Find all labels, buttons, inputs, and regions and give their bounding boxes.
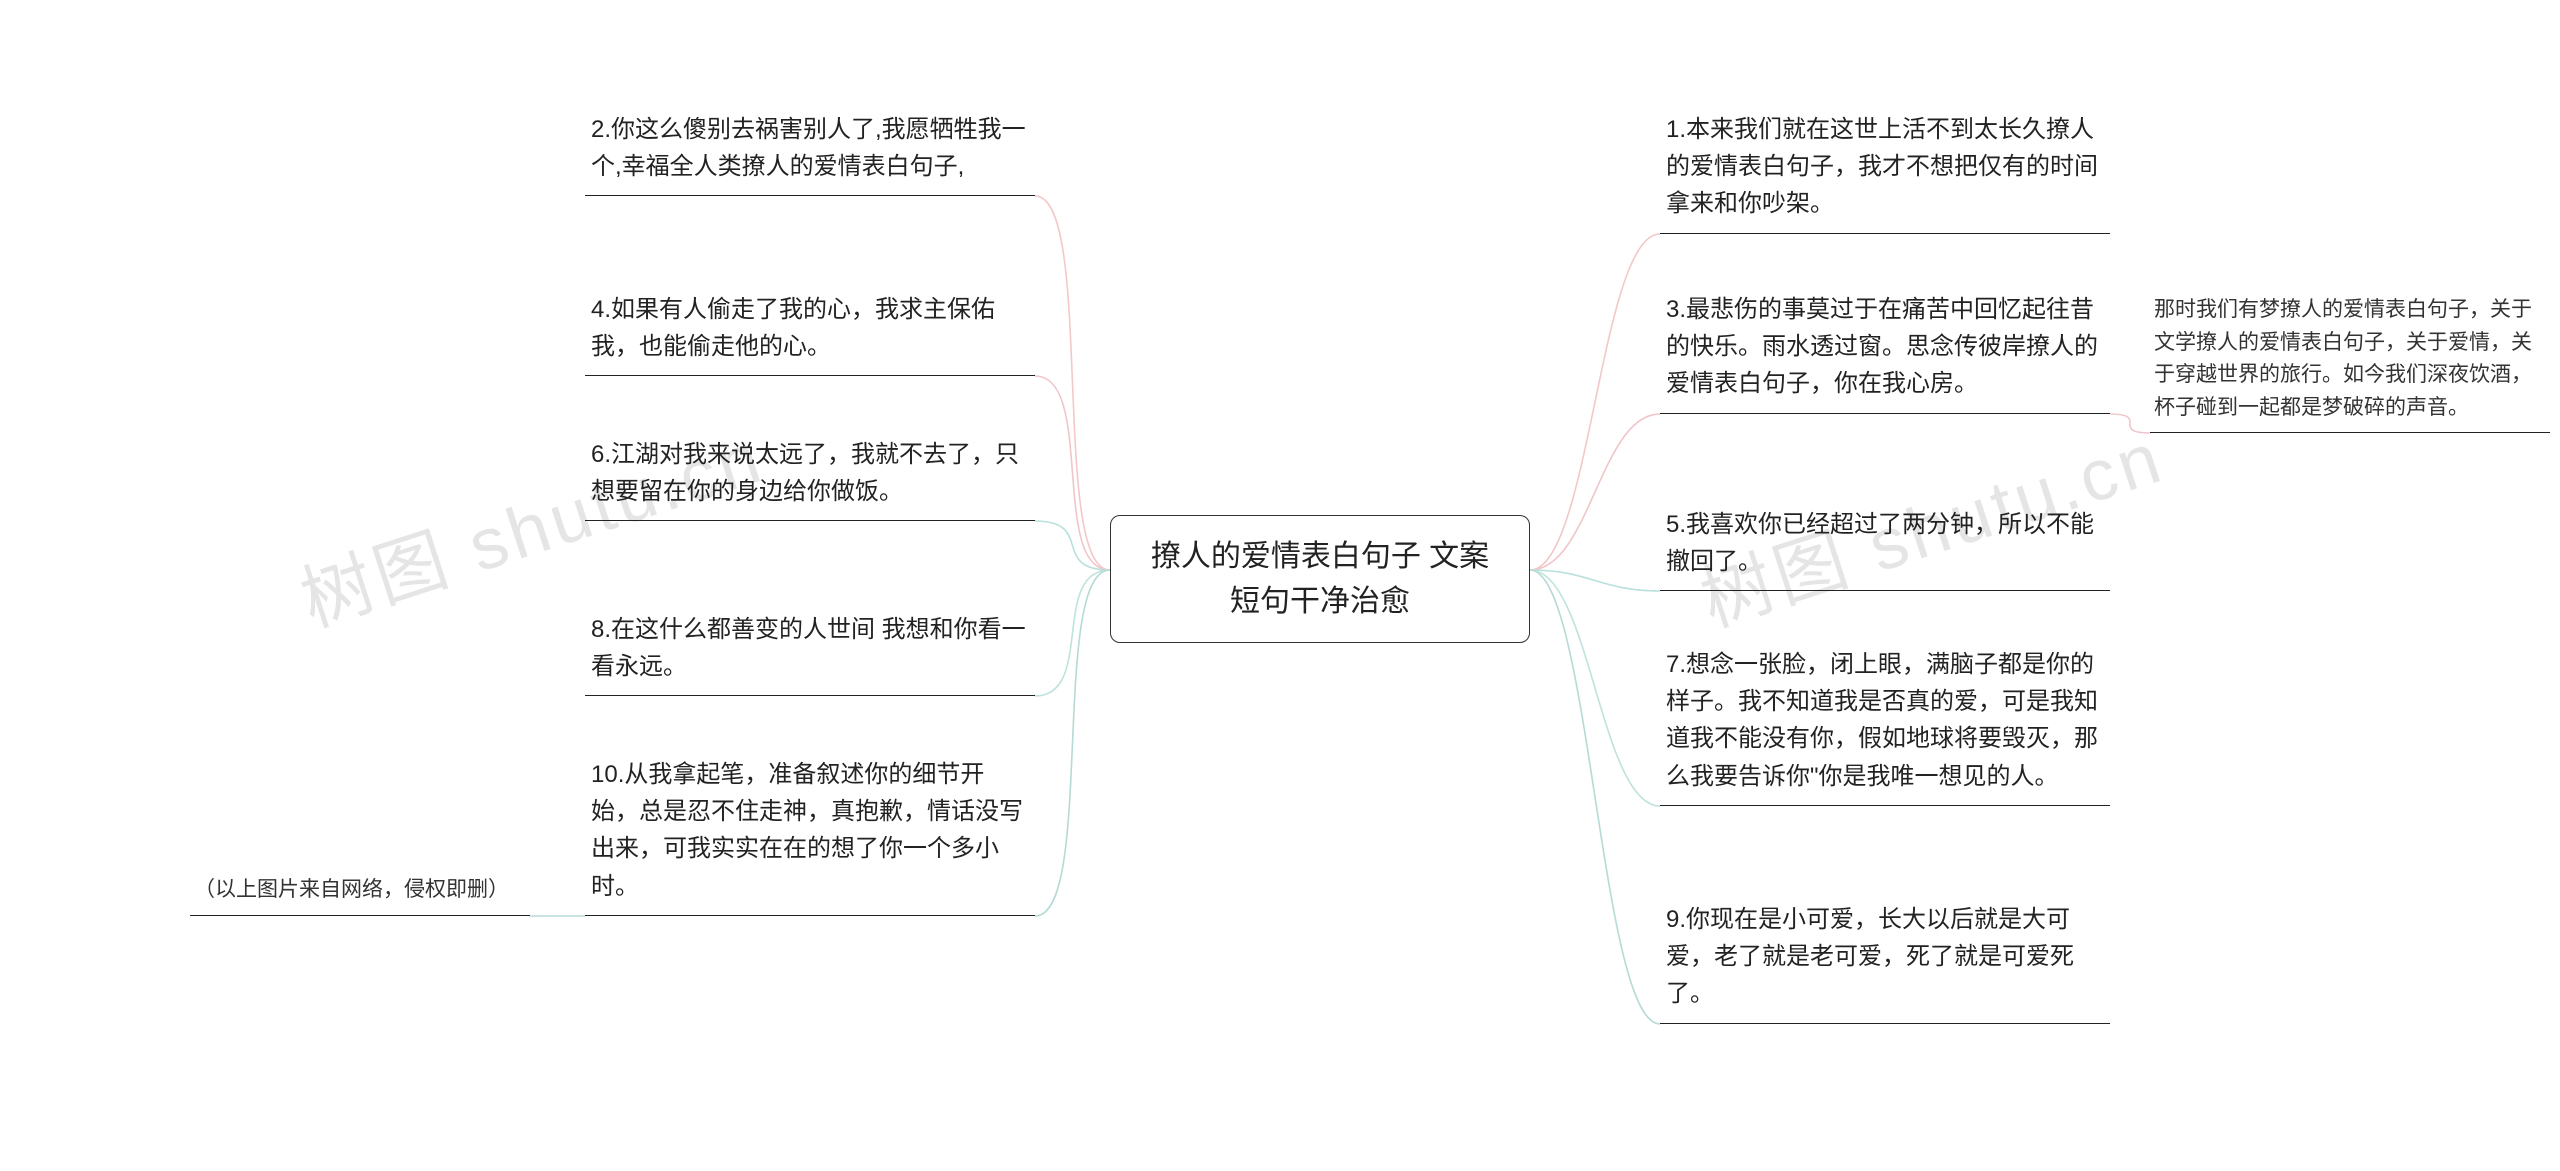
branch-L6: 6.江湖对我来说太远了，我就不去了，只想要留在你的身边给你做饭。 [585, 430, 1035, 521]
center-title-line2: 短句干净治愈 [1139, 579, 1501, 624]
branch-R7: 7.想念一张脸，闭上眼，满脑子都是你的样子。我不知道我是否真的爱，可是我知道我不… [1660, 640, 2110, 806]
subnode-L10: （以上图片来自网络，侵权即删） [190, 870, 530, 916]
branch-R9: 9.你现在是小可爱，长大以后就是大可爱，老了就是老可爱，死了就是可爱死了。 [1660, 895, 2110, 1024]
branch-L4: 4.如果有人偷走了我的心，我求主保佑我，也能偷走他的心。 [585, 285, 1035, 376]
branch-L10: 10.从我拿起笔，准备叙述你的细节开始，总是忍不住走神，真抱歉，情话没写出来，可… [585, 750, 1035, 916]
branch-L2: 2.你这么傻别去祸害别人了,我愿牺牲我一个,幸福全人类撩人的爱情表白句子, [585, 105, 1035, 196]
center-title-line1: 撩人的爱情表白句子 文案 [1139, 534, 1501, 579]
subnode-R3: 那时我们有梦撩人的爱情表白句子，关于文学撩人的爱情表白句子，关于爱情，关于穿越世… [2150, 290, 2550, 433]
branch-R3: 3.最悲伤的事莫过于在痛苦中回忆起往昔的快乐。雨水透过窗。思念传彼岸撩人的爱情表… [1660, 285, 2110, 414]
branch-L8: 8.在这什么都善变的人世间 我想和你看一看永远。 [585, 605, 1035, 696]
branch-R1: 1.本来我们就在这世上活不到太长久撩人的爱情表白句子，我才不想把仅有的时间拿来和… [1660, 105, 2110, 234]
center-node: 撩人的爱情表白句子 文案 短句干净治愈 [1110, 515, 1530, 643]
mindmap-canvas: 撩人的爱情表白句子 文案 短句干净治愈 树图 shutu.cn 树图 shutu… [0, 0, 2560, 1171]
branch-R5: 5.我喜欢你已经超过了两分钟，所以不能撤回了。 [1660, 500, 2110, 591]
